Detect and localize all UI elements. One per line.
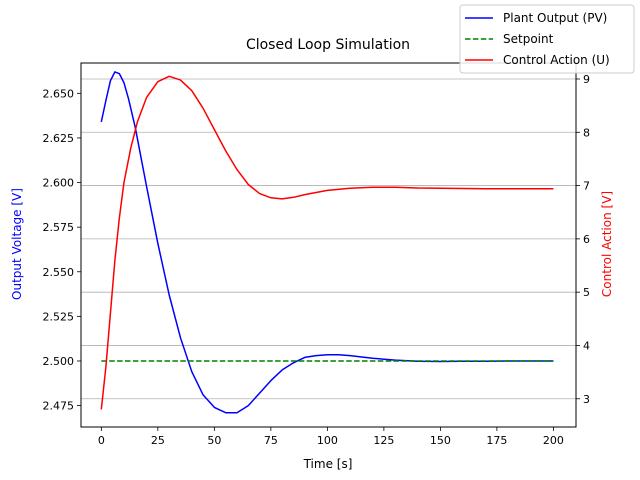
legend-label: Setpoint bbox=[503, 32, 554, 46]
y-right-tick-label: 9 bbox=[583, 73, 590, 86]
y-left-tick-label: 2.475 bbox=[43, 400, 75, 413]
y-axis-label-left: Output Voltage [V] bbox=[10, 188, 24, 300]
y-right-tick-label: 3 bbox=[583, 393, 590, 406]
y-left-tick-label: 2.650 bbox=[43, 87, 75, 100]
plot-frame bbox=[80, 62, 577, 428]
y-axis-label-right: Control Action [V] bbox=[600, 191, 614, 297]
y-left-tick-label: 2.550 bbox=[43, 266, 75, 279]
x-axis-label: Time [s] bbox=[303, 457, 353, 471]
legend: Plant Output (PV) Setpoint Control Action … bbox=[459, 4, 635, 74]
x-tick-label: 75 bbox=[264, 434, 278, 447]
legend-box bbox=[459, 4, 635, 74]
x-tick-label: 175 bbox=[486, 434, 507, 447]
series-line-control-action-u bbox=[100, 75, 554, 410]
y-left-tick-label: 2.600 bbox=[43, 177, 75, 190]
grid-lines bbox=[81, 78, 576, 400]
x-tick-label: 100 bbox=[317, 434, 338, 447]
x-tick-label: 25 bbox=[151, 434, 165, 447]
x-tick-label: 125 bbox=[373, 434, 394, 447]
x-tick-label: 150 bbox=[430, 434, 451, 447]
series-lines bbox=[100, 71, 554, 414]
legend-label: Control Action (U) bbox=[503, 53, 610, 67]
y-right-tick-label: 7 bbox=[583, 180, 590, 193]
y-left-tick-label: 2.625 bbox=[43, 132, 75, 145]
y-right-tick-label: 4 bbox=[583, 339, 590, 352]
legend-label: Plant Output (PV) bbox=[503, 11, 607, 25]
y-left-tick-label: 2.500 bbox=[43, 355, 75, 368]
y-right-tick-label: 6 bbox=[583, 233, 590, 246]
y-right-tick-label: 8 bbox=[583, 126, 590, 139]
x-tick-label: 200 bbox=[543, 434, 564, 447]
y-right-tick-label: 5 bbox=[583, 286, 590, 299]
y-left-tick-label: 2.575 bbox=[43, 221, 75, 234]
y-left-tick-label: 2.525 bbox=[43, 310, 75, 323]
x-tick-label: 50 bbox=[207, 434, 221, 447]
chart-title: Closed Loop Simulation bbox=[246, 37, 410, 53]
tick-marks: 0 25 50 75 100 125 150 175 2002.4752.5002.5252.5… bbox=[43, 73, 591, 447]
x-tick-label: 0 bbox=[98, 434, 105, 447]
